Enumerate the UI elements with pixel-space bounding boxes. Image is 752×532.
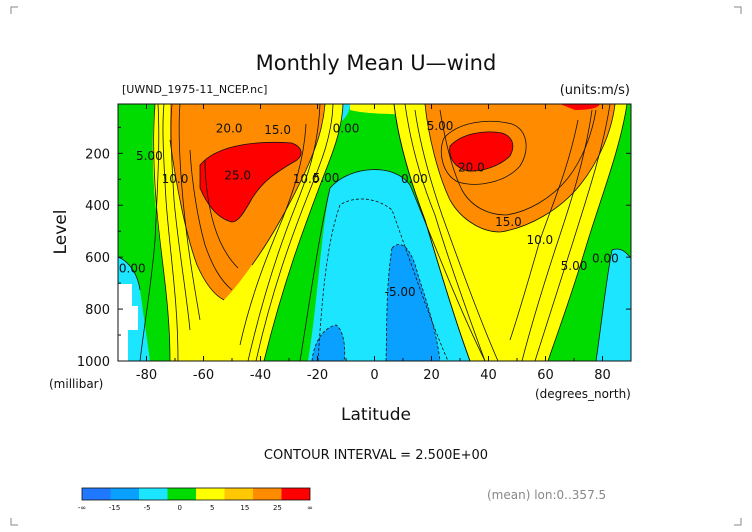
- x-tick-label: 80: [594, 368, 611, 383]
- y-tick-label: 200: [85, 147, 110, 162]
- contour-value-label: 5.00: [561, 259, 588, 273]
- y-tick-label: 400: [85, 199, 110, 214]
- contour-value-label: 5.00: [136, 149, 163, 163]
- fill-band-above-25-south: [200, 142, 302, 222]
- colorbar-tick-label: -∞: [78, 504, 86, 512]
- x-tick-label: -20: [307, 368, 328, 383]
- contour-value-label: 15.0: [495, 215, 522, 229]
- colorbar-swatch: [167, 488, 196, 500]
- colorbar-tick-label: ∞: [307, 504, 313, 512]
- contour-value-label: 10.0: [293, 172, 320, 186]
- colorbar-swatch: [82, 488, 111, 500]
- x-tick-label: 20: [423, 368, 440, 383]
- contour-value-label: 15.0: [264, 123, 291, 137]
- contour-lines-negative: [311, 198, 449, 361]
- units-label: (units:m/s): [560, 83, 630, 98]
- contour-lines: [118, 104, 631, 361]
- contour-value-label: 20.0: [458, 160, 485, 174]
- colorbar-tick-label: -5: [144, 504, 151, 512]
- contour-value-label: 0.00: [333, 122, 360, 136]
- x-tick-label: 0: [370, 368, 378, 383]
- corner-marks: [10, 6, 742, 526]
- x-tick-label: -80: [136, 368, 157, 383]
- y-tick-label: 1000: [77, 355, 110, 370]
- contour-value-label: 10.0: [162, 172, 189, 186]
- y-tick-label: 600: [85, 251, 110, 266]
- x-tick-label: -60: [193, 368, 214, 383]
- colorbar-swatch: [281, 488, 310, 500]
- contour-value-label: 5.00: [313, 171, 340, 185]
- contour-value-label: 20.0: [216, 122, 243, 136]
- colorbar-swatch: [196, 488, 225, 500]
- fill-band-above-25-north: [449, 131, 513, 172]
- x-axis-unit: (degrees_north): [535, 387, 631, 401]
- colorbar-tick-label: 25: [273, 504, 282, 512]
- contour-value-label: 0.00: [592, 251, 619, 265]
- source-file-label: [UWND_1975-11_NCEP.nc]: [122, 83, 267, 96]
- fill-band-above-25-top: [560, 104, 600, 110]
- contour-interval-note: CONTOUR INTERVAL = 2.500E+00: [264, 448, 488, 463]
- colorbar-swatch: [110, 488, 139, 500]
- colorbar-tick-label: 0: [177, 504, 181, 512]
- y-axis-title: Level: [51, 210, 71, 255]
- y-tick-label: 800: [85, 303, 110, 318]
- contour-value-label: 0.00: [401, 172, 428, 186]
- x-axis: -80 -60 -40 -20 0 20 40 60 80: [117, 104, 632, 383]
- contour-value-label: 10.0: [526, 233, 553, 247]
- x-tick-label: 40: [480, 368, 497, 383]
- fill-band-below-minus5-b: [312, 325, 345, 361]
- colorbar-swatch: [139, 488, 168, 500]
- colorbar-tick-label: -15: [109, 504, 120, 512]
- colorbar-swatch: [224, 488, 253, 500]
- x-tick-label: 60: [537, 368, 554, 383]
- colorbar-tick-label: 15: [240, 504, 249, 512]
- missing-data-region: [118, 284, 138, 361]
- contour-value-label: 25.0: [224, 168, 251, 182]
- y-axis: 200 400 600 800 1000: [77, 126, 631, 370]
- x-axis-title: Latitude: [341, 405, 411, 425]
- x-tick-label: -40: [250, 368, 271, 383]
- fill-band-minus5-to-0-north-pole: [596, 248, 631, 361]
- contour-value-label: -5.00: [385, 285, 416, 299]
- fill-band-below-minus5-a: [386, 244, 440, 361]
- contour-value-label: 0.00: [119, 262, 146, 276]
- footnote-mean-lon: (mean) lon:0..357.5: [487, 488, 606, 502]
- y-axis-unit: (millibar): [49, 377, 103, 391]
- colorbar-tick-label: 5: [210, 504, 214, 512]
- colorbar-legend: -∞ -15 -5 0 5 15 25 ∞: [78, 487, 313, 512]
- colorbar-swatch: [253, 488, 282, 500]
- chart-title: Monthly Mean U—wind: [256, 51, 497, 75]
- contour-value-label: 5.00: [427, 119, 454, 133]
- colorbar-frame: [81, 487, 311, 501]
